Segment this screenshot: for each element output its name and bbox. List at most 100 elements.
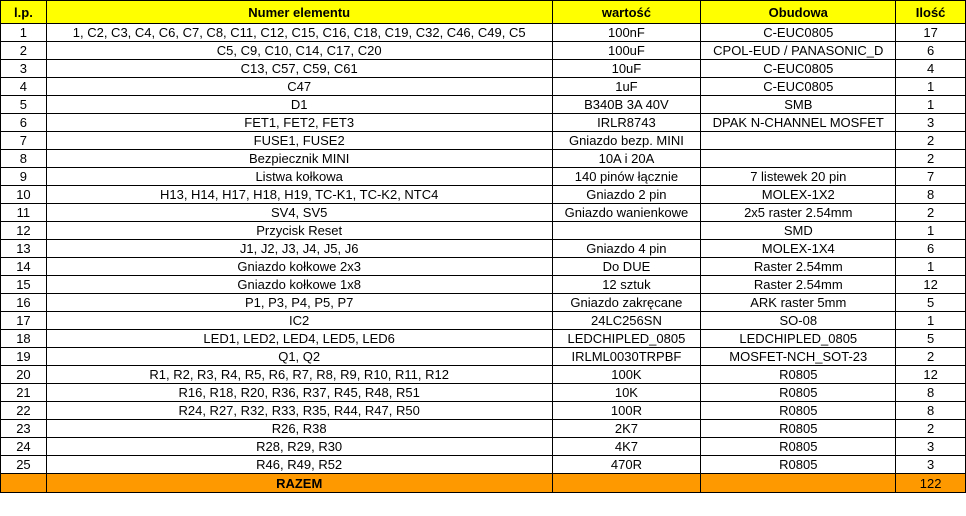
cell-lp[interactable]: 23 — [0, 419, 47, 438]
cell-element-number[interactable]: R16, R18, R20, R36, R37, R45, R48, R51 — [45, 383, 553, 402]
cell-value[interactable]: 4K7 — [551, 437, 702, 456]
cell-lp[interactable]: 8 — [0, 149, 47, 168]
cell-quantity[interactable]: 1 — [895, 311, 966, 330]
header-lp[interactable]: l.p. — [0, 0, 47, 24]
cell-lp[interactable]: 1 — [0, 23, 47, 42]
cell-value[interactable]: IRLR8743 — [551, 113, 702, 132]
cell-value[interactable]: Gniazdo 2 pin — [551, 185, 702, 204]
cell-lp[interactable]: 12 — [0, 221, 47, 240]
cell-quantity[interactable]: 2 — [895, 347, 966, 366]
cell-value[interactable]: 12 sztuk — [551, 275, 702, 294]
cell-element-number[interactable]: C47 — [45, 77, 553, 96]
cell-lp[interactable]: 16 — [0, 293, 47, 312]
cell-value[interactable]: 24LC256SN — [551, 311, 702, 330]
cell-lp[interactable]: 2 — [0, 41, 47, 60]
cell-package[interactable]: R0805 — [700, 455, 897, 474]
cell-package[interactable]: SMB — [700, 95, 897, 114]
cell-quantity[interactable]: 2 — [895, 149, 966, 168]
cell-lp[interactable]: 15 — [0, 275, 47, 294]
cell-lp[interactable]: 10 — [0, 185, 47, 204]
cell-quantity[interactable]: 5 — [895, 329, 966, 348]
cell-package[interactable]: ARK raster 5mm — [700, 293, 897, 312]
cell-value[interactable]: Gniazdo 4 pin — [551, 239, 702, 258]
header-package[interactable]: Obudowa — [700, 0, 897, 24]
cell-element-number[interactable]: Bezpiecznik MINI — [45, 149, 553, 168]
cell-lp[interactable]: 13 — [0, 239, 47, 258]
cell-quantity[interactable]: 2 — [895, 131, 966, 150]
cell-package[interactable]: Raster 2.54mm — [700, 257, 897, 276]
header-value[interactable]: wartość — [551, 0, 702, 24]
cell-value[interactable]: Do DUE — [551, 257, 702, 276]
cell-value[interactable]: IRLML0030TRPBF — [551, 347, 702, 366]
header-quantity[interactable]: Ilość — [895, 0, 966, 24]
cell-lp[interactable]: 24 — [0, 437, 47, 456]
cell-value[interactable]: B340B 3A 40V — [551, 95, 702, 114]
cell-quantity[interactable]: 12 — [895, 365, 966, 384]
cell-value[interactable]: LEDCHIPLED_0805 — [551, 329, 702, 348]
cell-element-number[interactable]: R28, R29, R30 — [45, 437, 553, 456]
cell-package[interactable]: DPAK N-CHANNEL MOSFET — [700, 113, 897, 132]
cell-package[interactable]: C-EUC0805 — [700, 59, 897, 78]
cell-lp[interactable]: 22 — [0, 401, 47, 420]
cell-package[interactable]: LEDCHIPLED_0805 — [700, 329, 897, 348]
cell-footer-lp[interactable] — [0, 473, 47, 493]
cell-element-number[interactable]: IC2 — [45, 311, 553, 330]
cell-lp[interactable]: 7 — [0, 131, 47, 150]
cell-value[interactable]: 100R — [551, 401, 702, 420]
cell-lp[interactable]: 19 — [0, 347, 47, 366]
cell-quantity[interactable]: 1 — [895, 221, 966, 240]
cell-element-number[interactable]: Q1, Q2 — [45, 347, 553, 366]
cell-package[interactable] — [700, 131, 897, 150]
cell-quantity[interactable]: 5 — [895, 293, 966, 312]
cell-lp[interactable]: 18 — [0, 329, 47, 348]
cell-quantity[interactable]: 2 — [895, 419, 966, 438]
cell-value[interactable]: Gniazdo bezp. MINI — [551, 131, 702, 150]
cell-element-number[interactable]: H13, H14, H17, H18, H19, TC-K1, TC-K2, N… — [45, 185, 553, 204]
cell-lp[interactable]: 17 — [0, 311, 47, 330]
total-quantity[interactable]: 122 — [895, 473, 966, 493]
cell-element-number[interactable]: Gniazdo kołkowe 2x3 — [45, 257, 553, 276]
cell-element-number[interactable]: C13, C57, C59, C61 — [45, 59, 553, 78]
cell-quantity[interactable]: 3 — [895, 455, 966, 474]
cell-value[interactable]: 10K — [551, 383, 702, 402]
cell-lp[interactable]: 3 — [0, 59, 47, 78]
cell-quantity[interactable]: 8 — [895, 185, 966, 204]
cell-element-number[interactable]: Listwa kołkowa — [45, 167, 553, 186]
cell-lp[interactable]: 4 — [0, 77, 47, 96]
cell-quantity[interactable]: 3 — [895, 113, 966, 132]
cell-package[interactable]: C-EUC0805 — [700, 23, 897, 42]
cell-quantity[interactable]: 2 — [895, 203, 966, 222]
cell-value[interactable]: Gniazdo zakręcane — [551, 293, 702, 312]
cell-quantity[interactable]: 1 — [895, 95, 966, 114]
cell-package[interactable]: R0805 — [700, 419, 897, 438]
cell-value[interactable]: 1uF — [551, 77, 702, 96]
cell-value[interactable]: 10A i 20A — [551, 149, 702, 168]
cell-element-number[interactable]: R26, R38 — [45, 419, 553, 438]
cell-element-number[interactable]: Przycisk Reset — [45, 221, 553, 240]
cell-value[interactable]: 10uF — [551, 59, 702, 78]
cell-quantity[interactable]: 4 — [895, 59, 966, 78]
cell-quantity[interactable]: 7 — [895, 167, 966, 186]
cell-element-number[interactable]: R46, R49, R52 — [45, 455, 553, 474]
cell-element-number[interactable]: Gniazdo kołkowe 1x8 — [45, 275, 553, 294]
cell-package[interactable]: SMD — [700, 221, 897, 240]
total-label[interactable]: RAZEM — [45, 473, 553, 493]
cell-quantity[interactable]: 1 — [895, 257, 966, 276]
cell-element-number[interactable]: D1 — [45, 95, 553, 114]
cell-quantity[interactable]: 6 — [895, 239, 966, 258]
cell-value[interactable]: Gniazdo wanienkowe — [551, 203, 702, 222]
cell-element-number[interactable]: R1, R2, R3, R4, R5, R6, R7, R8, R9, R10,… — [45, 365, 553, 384]
cell-package[interactable]: R0805 — [700, 383, 897, 402]
cell-lp[interactable]: 11 — [0, 203, 47, 222]
cell-lp[interactable]: 5 — [0, 95, 47, 114]
cell-element-number[interactable]: J1, J2, J3, J4, J5, J6 — [45, 239, 553, 258]
cell-value[interactable] — [551, 221, 702, 240]
cell-element-number[interactable]: LED1, LED2, LED4, LED5, LED6 — [45, 329, 553, 348]
cell-lp[interactable]: 21 — [0, 383, 47, 402]
cell-package[interactable]: Raster 2.54mm — [700, 275, 897, 294]
cell-package[interactable]: R0805 — [700, 365, 897, 384]
cell-element-number[interactable]: R24, R27, R32, R33, R35, R44, R47, R50 — [45, 401, 553, 420]
cell-element-number[interactable]: FET1, FET2, FET3 — [45, 113, 553, 132]
cell-lp[interactable]: 9 — [0, 167, 47, 186]
cell-package[interactable] — [700, 149, 897, 168]
